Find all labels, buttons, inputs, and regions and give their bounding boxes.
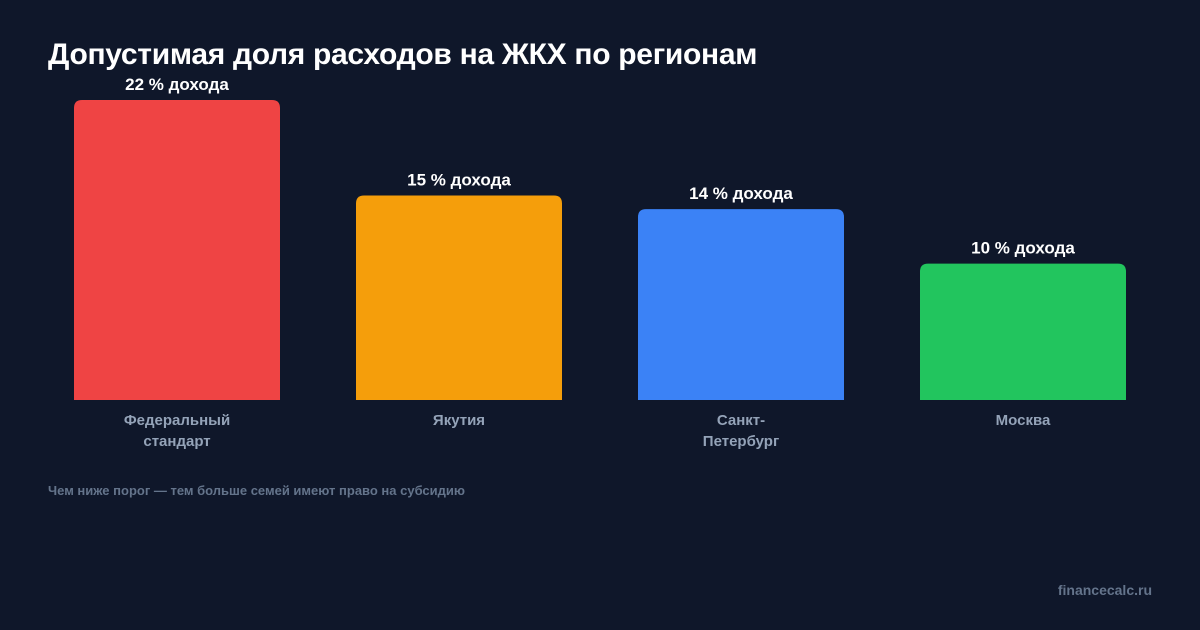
watermark: financecalc.ru	[1057, 582, 1152, 598]
category-label: стандарт	[143, 433, 210, 450]
category-label: Федеральный	[124, 412, 230, 429]
bar	[356, 195, 562, 400]
value-label: 15 % дохода	[407, 170, 511, 189]
chart-title: Допустимая доля расходов на ЖКХ по регио…	[48, 38, 758, 71]
category-label: Москва	[996, 412, 1051, 429]
category-label: Петербург	[703, 433, 779, 450]
bar	[74, 100, 280, 400]
category-label: Санкт-	[717, 412, 765, 429]
value-label: 10 % дохода	[971, 239, 1075, 258]
bar	[638, 209, 844, 400]
category-label: Якутия	[433, 412, 485, 429]
value-label: 22 % дохода	[125, 75, 229, 94]
value-label: 14 % дохода	[689, 184, 793, 203]
footnote: Чем ниже порог — тем больше семей имеют …	[48, 483, 466, 498]
bar	[920, 263, 1126, 400]
